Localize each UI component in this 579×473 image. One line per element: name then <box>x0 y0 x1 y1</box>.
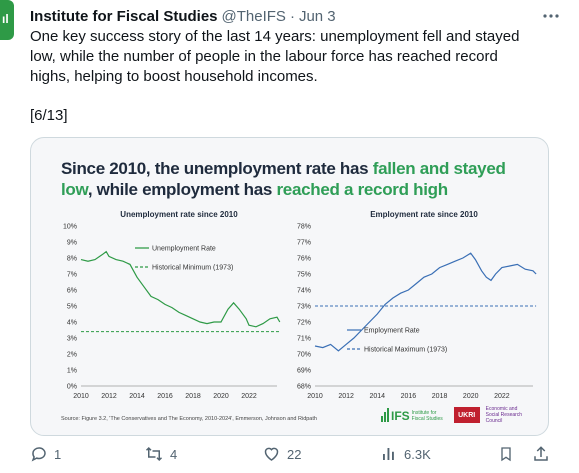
y-tick-label: 75% <box>297 272 311 279</box>
reply-icon <box>31 447 46 462</box>
y-tick-label: 76% <box>297 256 311 263</box>
avatar[interactable]: ıl <box>0 0 14 40</box>
x-tick-label: 2010 <box>73 393 89 400</box>
reply-button[interactable]: 1 <box>30 444 61 464</box>
bookmark-icon <box>501 447 511 462</box>
tweet-actions: 1 4 22 6.3K <box>30 444 561 464</box>
legend-label: Historical Maximum (1973) <box>364 347 447 354</box>
x-tick-label: 2012 <box>338 393 354 400</box>
y-tick-label: 0% <box>67 384 77 391</box>
reply-count: 1 <box>54 446 62 462</box>
esrc-logo: Economic and Social Research Council <box>485 406 523 424</box>
like-count: 22 <box>287 446 302 462</box>
views-count: 6.3K <box>404 446 431 462</box>
ifs-logo: IFS Institute for Fiscal Studies <box>381 408 448 422</box>
chart-source: Source: Figure 3.2, 'The Conservatives a… <box>61 416 317 422</box>
thread-marker: [6/13] <box>30 107 68 124</box>
x-tick-label: 2012 <box>101 393 117 400</box>
bookmark-button[interactable] <box>498 444 514 464</box>
ukri-logo: UKRI <box>453 407 480 423</box>
x-tick-label: 2016 <box>401 393 417 400</box>
y-tick-label: 71% <box>297 336 311 343</box>
y-tick-label: 1% <box>67 368 77 375</box>
y-tick-label: 68% <box>297 384 311 391</box>
y-tick-label: 10% <box>63 224 77 231</box>
y-tick-label: 72% <box>297 320 311 327</box>
views-button[interactable]: 6.3K <box>380 444 431 464</box>
chart-title: Unemployment rate since 2010 <box>120 210 238 219</box>
x-tick-label: 2010 <box>307 393 323 400</box>
y-tick-label: 70% <box>297 352 311 359</box>
author-name[interactable]: Institute for Fiscal Studies <box>30 7 218 25</box>
repost-button[interactable]: 4 <box>144 444 177 464</box>
share-icon <box>534 446 548 461</box>
series-line <box>80 250 281 328</box>
y-tick-label: 77% <box>297 240 311 247</box>
y-tick-label: 69% <box>297 368 311 375</box>
author-handle[interactable]: @TheIFS <box>221 7 286 25</box>
tweet-header: Institute for Fiscal Studies @TheIFS · J… <box>30 6 569 26</box>
y-tick-label: 5% <box>67 304 77 311</box>
y-tick-label: 78% <box>297 224 311 231</box>
y-tick-label: 7% <box>67 272 77 279</box>
x-tick-label: 2020 <box>463 393 479 400</box>
x-tick-label: 2016 <box>157 393 173 400</box>
media-image[interactable]: Since 2010, the unemployment rate has fa… <box>30 137 549 436</box>
heart-icon <box>264 447 279 461</box>
x-tick-label: 2022 <box>494 393 510 400</box>
repost-count: 4 <box>170 446 178 462</box>
share-button[interactable] <box>532 444 550 464</box>
y-tick-label: 2% <box>67 352 77 359</box>
logos: IFS Institute for Fiscal Studies UKRI Ec… <box>381 406 526 424</box>
x-tick-label: 2022 <box>241 393 257 400</box>
y-tick-label: 73% <box>297 304 311 311</box>
more-icon[interactable] <box>539 6 563 26</box>
legend-label: Historical Minimum (1973) <box>152 265 233 272</box>
repost-icon <box>145 446 163 462</box>
legend-label: Unemployment Rate <box>152 246 216 253</box>
x-tick-label: 2014 <box>369 393 385 400</box>
chart-headline: Since 2010, the unemployment rate has fa… <box>61 159 506 199</box>
y-tick-label: 3% <box>67 336 77 343</box>
y-tick-label: 6% <box>67 288 77 295</box>
views-icon <box>383 448 394 460</box>
chart-title: Employment rate since 2010 <box>370 210 478 219</box>
y-tick-label: 74% <box>297 288 311 295</box>
like-button[interactable]: 22 <box>262 444 301 464</box>
tweet-date[interactable]: Jun 3 <box>298 7 336 25</box>
x-tick-label: 2020 <box>213 393 229 400</box>
series-line <box>314 252 537 352</box>
charts: Unemployment rate since 2010 0% 1% 2% 3% 4% 5%… <box>63 210 537 400</box>
y-tick-label: 8% <box>67 256 77 263</box>
y-tick-label: 4% <box>67 320 77 327</box>
x-tick-label: 2014 <box>129 393 145 400</box>
x-tick-label: 2018 <box>185 393 201 400</box>
legend-label: Employment Rate <box>364 328 420 335</box>
tweet-text: One key success story of the last 14 yea… <box>30 28 520 85</box>
y-tick-label: 9% <box>67 240 77 247</box>
x-tick-label: 2018 <box>432 393 448 400</box>
separator: · <box>289 7 295 25</box>
